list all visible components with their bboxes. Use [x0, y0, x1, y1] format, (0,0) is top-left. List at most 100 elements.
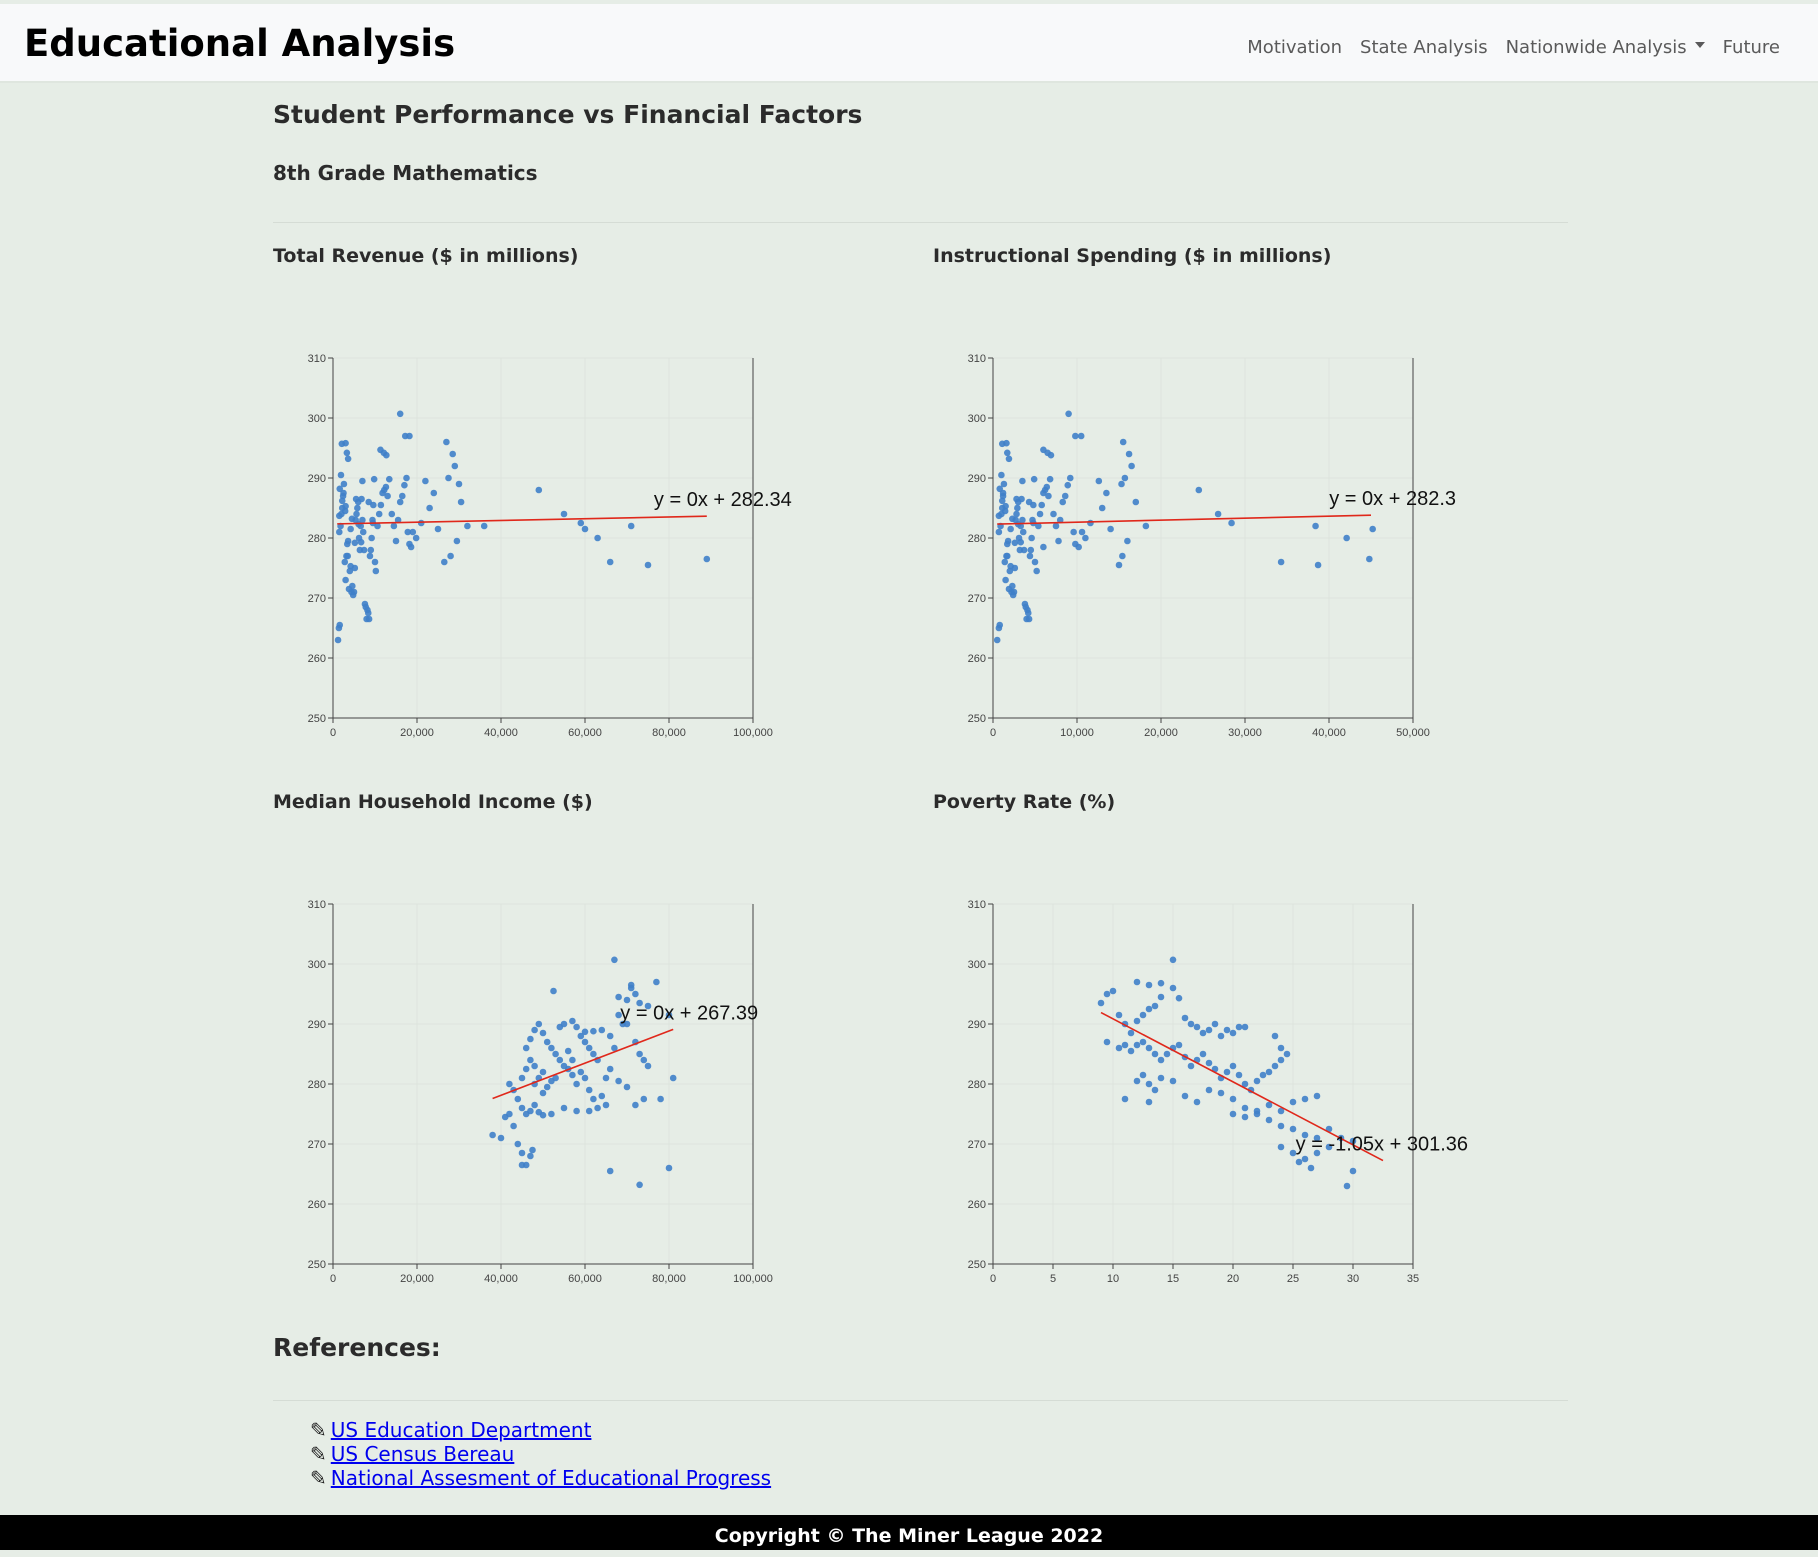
data-point: [1025, 498, 1033, 506]
regression-equation-label: y = 0x + 267.39: [620, 1002, 758, 1024]
data-point: [357, 538, 365, 546]
y-tick-label: 270: [968, 593, 986, 605]
data-point: [522, 1044, 530, 1052]
data-point: [340, 480, 348, 488]
data-point: [1193, 1098, 1201, 1106]
y-tick-label: 270: [308, 1139, 326, 1151]
data-point: [1115, 1044, 1123, 1052]
data-point: [343, 449, 351, 457]
data-point: [1133, 1077, 1141, 1085]
data-point: [1002, 502, 1009, 510]
data-point: [1301, 1155, 1309, 1163]
data-point: [1133, 1041, 1141, 1049]
data-point: [1277, 558, 1285, 566]
data-point: [399, 492, 406, 500]
data-point: [1007, 525, 1014, 533]
data-point: [1019, 516, 1026, 524]
data-point: [1175, 1041, 1183, 1049]
data-point: [1157, 1074, 1165, 1082]
data-point: [1003, 439, 1010, 447]
data-point: [564, 1047, 572, 1055]
data-point: [1078, 528, 1086, 536]
data-point: [358, 495, 365, 503]
data-point: [703, 555, 711, 563]
data-point: [1195, 486, 1203, 494]
data-point: [1020, 546, 1028, 554]
data-point: [1151, 1086, 1159, 1094]
data-point: [1030, 475, 1038, 483]
data-point: [573, 1080, 580, 1088]
data-point: [602, 1101, 610, 1109]
nav-link-future[interactable]: Future: [1722, 37, 1780, 58]
data-point: [1217, 1032, 1225, 1040]
data-point: [434, 525, 442, 533]
data-point: [1024, 609, 1032, 617]
data-point: [632, 990, 639, 998]
data-point: [594, 534, 601, 542]
data-point: [1125, 450, 1133, 458]
data-point: [1314, 561, 1322, 569]
data-point: [404, 528, 412, 536]
data-point: [573, 1107, 580, 1115]
data-point: [1064, 481, 1072, 489]
data-point: [1205, 1026, 1213, 1034]
reference-link-education-dept[interactable]: US Education Department: [330, 1418, 592, 1442]
data-point: [1128, 462, 1135, 470]
x-tick-label: 25: [1287, 1273, 1299, 1285]
reference-link-census[interactable]: US Census Bereau: [330, 1442, 515, 1466]
nav-link-state-analysis[interactable]: State Analysis: [1360, 37, 1488, 58]
data-point: [1205, 1086, 1213, 1094]
data-point: [1175, 994, 1183, 1002]
y-tick-label: 280: [308, 533, 326, 545]
data-point: [506, 1080, 513, 1088]
nav-dropdown-nationwide[interactable]: Nationwide Analysis: [1506, 37, 1705, 58]
data-point: [585, 1107, 593, 1115]
data-point: [510, 1122, 517, 1130]
y-tick-label: 260: [968, 653, 986, 665]
data-point: [1028, 534, 1035, 542]
site-brand[interactable]: Educational Analysis: [24, 22, 456, 65]
data-point: [539, 1089, 547, 1097]
x-tick-label: 30: [1347, 1273, 1359, 1285]
data-point: [1047, 451, 1055, 459]
y-tick-label: 260: [308, 653, 326, 665]
x-tick-label: 20,000: [400, 1273, 434, 1285]
data-point: [1002, 576, 1009, 584]
nav-link-motivation[interactable]: Motivation: [1247, 37, 1343, 58]
data-point: [550, 987, 557, 995]
data-point: [336, 621, 344, 629]
data-point: [1277, 1056, 1285, 1064]
references-heading: References:: [273, 1333, 441, 1362]
data-point: [1253, 1077, 1261, 1085]
y-tick-label: 310: [308, 899, 326, 911]
data-point: [1187, 1020, 1195, 1028]
data-point: [412, 534, 420, 542]
data-point: [611, 956, 618, 964]
data-point: [1277, 1143, 1285, 1151]
data-point: [350, 588, 358, 596]
chart-title-instructional-spending: Instructional Spending ($ in millions): [933, 245, 1332, 267]
y-tick-label: 290: [968, 1019, 986, 1031]
data-point: [1004, 537, 1012, 545]
y-tick-label: 280: [968, 533, 986, 545]
data-point: [388, 510, 396, 518]
y-tick-label: 270: [968, 1139, 986, 1151]
data-point: [1005, 455, 1013, 463]
data-point: [1289, 1125, 1297, 1133]
regression-line: [1100, 1011, 1384, 1162]
data-point: [1151, 1050, 1159, 1058]
data-point: [1187, 1062, 1195, 1070]
data-point: [364, 609, 372, 617]
data-point: [1035, 522, 1042, 530]
data-point: [1107, 525, 1114, 533]
page-subtitle: 8th Grade Mathematics: [273, 161, 538, 185]
data-point: [535, 1020, 543, 1028]
data-point: [1127, 1047, 1135, 1055]
data-point: [644, 1062, 652, 1070]
data-point: [543, 1038, 551, 1046]
data-point: [1139, 1011, 1147, 1019]
data-point: [337, 471, 345, 479]
reference-link-naep[interactable]: National Assesment of Educational Progre…: [330, 1466, 772, 1490]
data-point: [349, 582, 356, 590]
data-point: [665, 1164, 673, 1172]
